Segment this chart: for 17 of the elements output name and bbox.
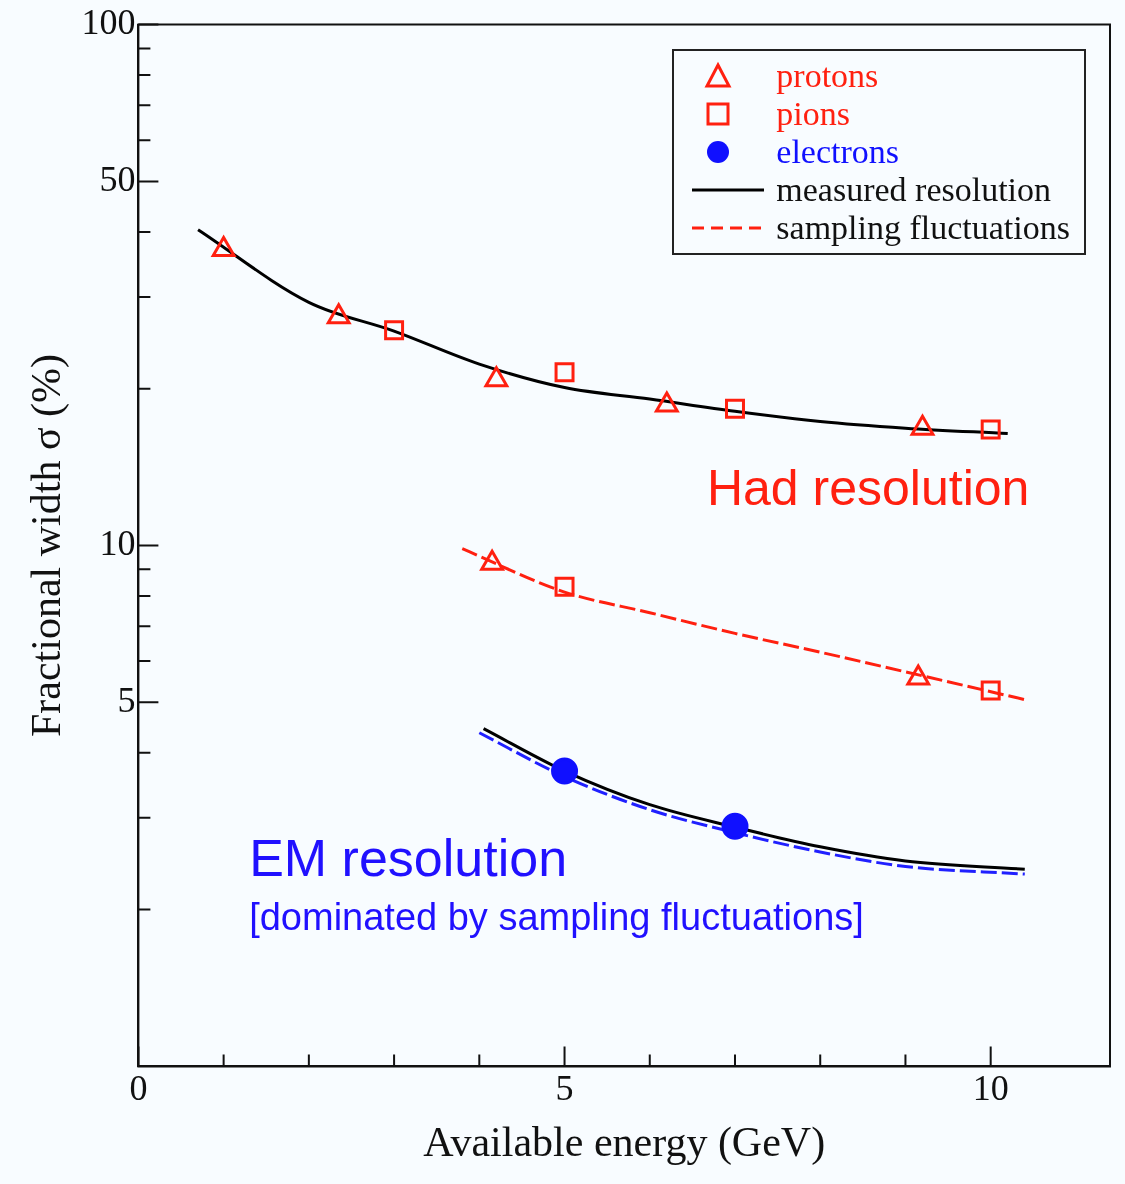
legend-label: protons xyxy=(776,56,879,95)
y-tick-label: 10 xyxy=(99,522,136,563)
annotation: EM resolution xyxy=(249,829,568,888)
legend-label: electrons xyxy=(776,132,900,171)
x-tick-label: 5 xyxy=(555,1068,574,1109)
annotation: Had resolution xyxy=(706,460,1030,517)
y-tick-label: 5 xyxy=(117,679,136,720)
legend-label: pions xyxy=(776,94,850,133)
x-tick-label: 0 xyxy=(129,1068,148,1109)
legend-label: sampling fluctuations xyxy=(776,208,1070,247)
y-tick-label: 100 xyxy=(81,2,136,43)
x-tick-label: 10 xyxy=(972,1068,1009,1109)
y-tick-label: 50 xyxy=(99,158,136,199)
legend-label: measured resolution xyxy=(776,170,1052,209)
y-axis-title: Fractional width σ (%) xyxy=(23,353,71,738)
annotation: [dominated by sampling fluctuations] xyxy=(249,896,864,939)
x-axis-title: Available energy (GeV) xyxy=(423,1118,826,1166)
